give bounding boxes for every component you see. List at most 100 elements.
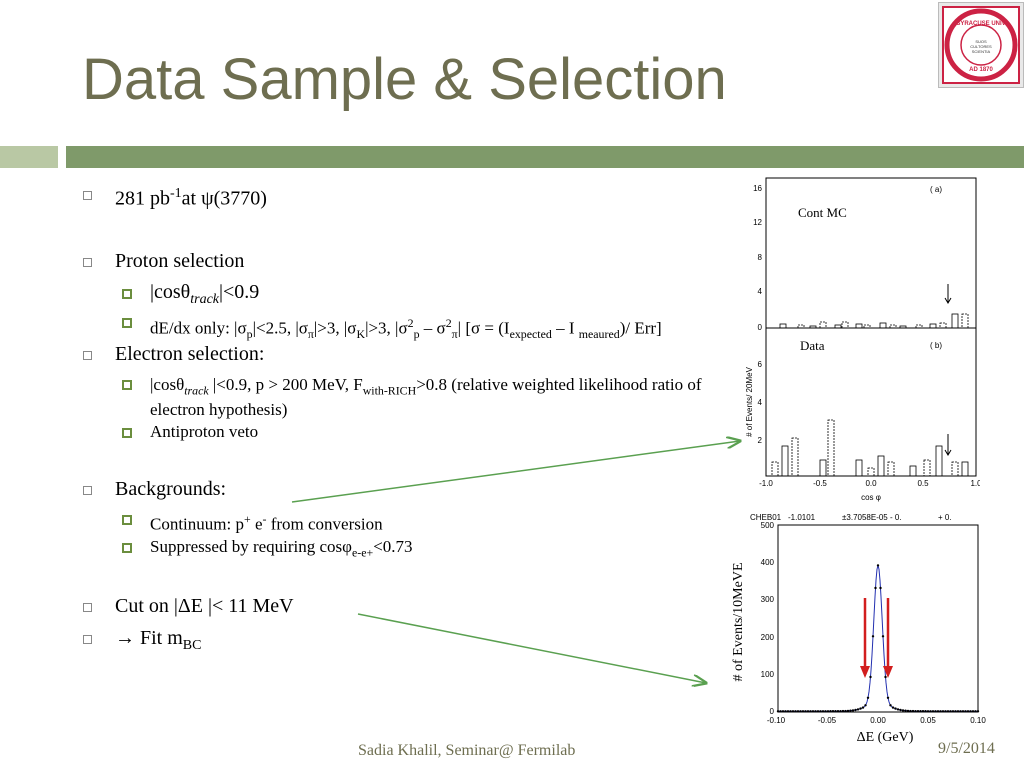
data-point [871,635,875,638]
data-point [869,675,872,679]
fit-header-3: + 0. [938,513,952,522]
bullet-square-icon [83,191,92,200]
cut-arrow-a-head [944,297,952,304]
fit-header-1: -1.0101 [788,513,816,522]
cos-bar-b [923,459,931,477]
proton-dedx-cut: dE/dx only: |σp|<2.5, |σπ|>3, |σK|>3, |σ… [150,316,662,342]
x-axis-label: cos φ [861,493,881,502]
bullet-square-icon [83,486,92,495]
ytick-a-16: 16 [753,184,762,193]
data-point [964,710,967,713]
data-point [866,696,870,699]
xtick-0: 0.0 [865,479,877,488]
cos-histogram-bars [771,313,969,477]
data-point [906,709,910,713]
bullet-square-icon [83,603,92,612]
data-point [909,709,912,713]
footer-date: 9/5/2014 [938,740,995,757]
yt-200: 200 [761,633,775,642]
data-point [961,710,965,713]
svg-text:SUOS: SUOS [975,39,987,44]
cos-bar-a [855,323,863,329]
cos-bar-b [855,459,863,477]
xtick-m05: -0.5 [813,479,827,488]
sub-bullet-icon [122,380,132,390]
sub-bullet-icon [122,289,132,299]
luminosity-line: 281 pb-1at ψ(3770) [115,186,267,210]
data-point [951,710,955,713]
data-point [881,635,885,638]
ytick-a-12: 12 [753,218,762,227]
xtick-05: 0.5 [917,479,929,488]
cos-bar-b [887,461,895,477]
arrow-to-delta-e-plot [357,613,706,683]
bullet-square-icon [83,258,92,267]
data-point [816,710,820,713]
cos-bar-a [915,324,923,329]
data-point [819,710,822,713]
cos-bar-a [863,324,871,329]
cos-bar-a [809,325,817,329]
cos-bar-a [841,321,849,329]
data-point [896,708,900,711]
data-point [944,710,947,713]
data-points [776,564,980,713]
data-point [791,710,795,713]
data-point [821,710,825,713]
data-point [879,586,882,590]
yt-400: 400 [761,558,775,567]
data-point [874,586,877,590]
data-point [941,710,945,713]
data-point [784,710,787,713]
data-point [901,709,905,712]
data-point [841,709,845,713]
cos-bar-a [929,323,937,329]
cos-bar-b [819,459,827,477]
data-point [844,709,847,713]
ytick-a-8: 8 [758,253,763,262]
xt-010: 0.10 [970,716,986,725]
panel-b-label: ( b) [930,341,942,350]
data-point [926,710,930,713]
data-point [796,710,800,713]
slide-title: Data Sample & Selection [82,47,727,112]
data-point [924,710,927,713]
data-point [914,710,917,713]
data-point [891,706,895,709]
ytick-b-4: 4 [758,398,763,407]
cos-bar-b [951,461,959,477]
data-point [806,710,810,713]
data-point [954,710,957,713]
cos-phi-histogram: ( a) Cont MC ( b) Data 16 12 8 4 0 6 4 2… [745,177,980,502]
data-point [789,710,792,713]
data-point [836,710,840,713]
cos-bar-b [935,445,943,477]
data-point [886,696,890,699]
sub-bullet-icon [122,428,132,438]
cos-bar-b [781,445,789,477]
ytick-b-2: 2 [758,436,763,445]
xtick-m1: -1.0 [759,479,773,488]
fit-header-2: ±3.7058E-05 - 0. [842,513,902,522]
arrow-to-cos-plot [291,441,740,503]
data-point [799,710,802,713]
delta-e-cut: Cut on |ΔE |< 11 MeV [115,595,294,617]
svg-text:AD 1870: AD 1870 [969,67,993,73]
data-point [781,710,785,713]
data-point [934,710,937,713]
delta-e-y-label: # of Events/10MeVE [731,563,746,682]
data-point [876,564,880,567]
proton-selection-heading: Proton selection [115,250,245,272]
data-point [899,708,902,712]
ytick-a-0: 0 [758,323,763,332]
cos-bar-b [877,455,885,477]
cos-bar-a [939,322,947,329]
fit-mbc: → Fit mBC [115,627,202,653]
yt-500: 500 [761,521,775,530]
data-point [919,710,922,713]
continuum-line: Continuum: p+ e- from conversion [150,512,383,534]
data-point [959,710,962,713]
data-point [864,704,867,707]
cut-arrow-b-head [944,449,952,456]
